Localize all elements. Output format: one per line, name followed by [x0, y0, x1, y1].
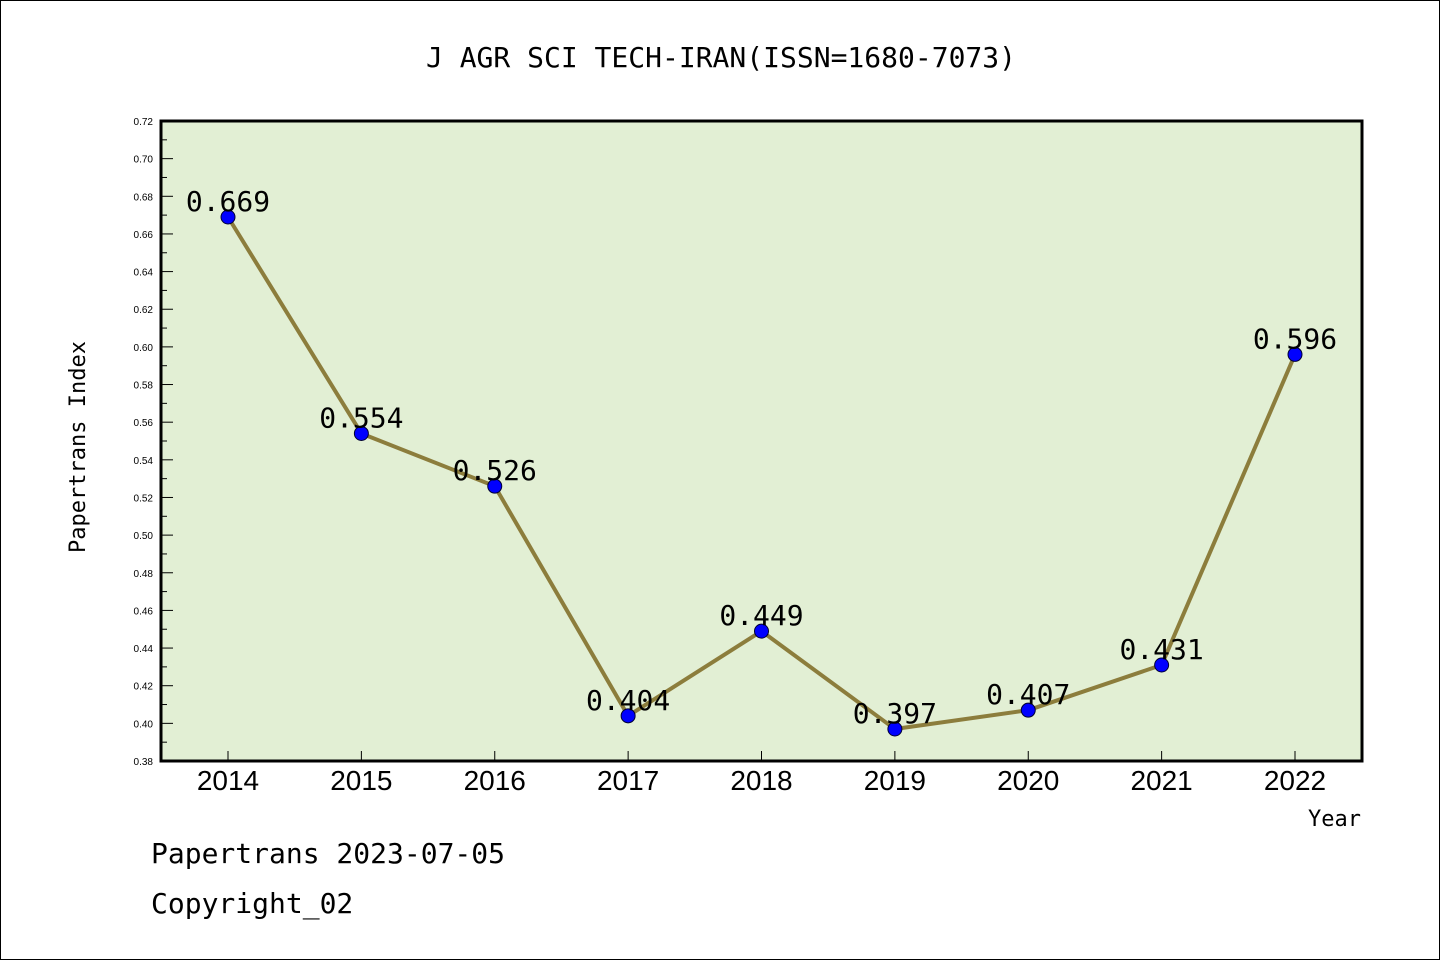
data-point [353, 425, 369, 441]
y-tick-label: 0.60 [134, 343, 154, 354]
data-label: 0.554 [319, 401, 403, 434]
data-point [887, 721, 903, 737]
footer-date: Papertrans 2023-07-05 [151, 837, 506, 870]
y-tick-label: 0.56 [134, 418, 154, 429]
data-point [754, 623, 769, 639]
chart-title: J AGR SCI TECH-IRAN(ISSN=1680-7073) [426, 41, 1016, 74]
series-line-group [220, 209, 1303, 737]
data-label: 0.526 [453, 454, 537, 487]
x-tick-label: 2022 [1264, 765, 1326, 796]
data-label: 0.449 [719, 599, 803, 632]
plot-area [159, 119, 1364, 763]
y-tick-label: 0.38 [134, 757, 154, 768]
x-tick-label: 2018 [730, 765, 792, 796]
data-point [620, 708, 636, 724]
y-tick-label: 0.42 [134, 682, 154, 693]
x-axis: 2014 2015 2016 2017 2018 2019 2020 2021 2022 [197, 751, 1326, 796]
x-tick-label: 2021 [1130, 765, 1192, 796]
y-tick-label: 0.46 [134, 606, 154, 617]
y-tick-label: 0.70 [134, 155, 154, 166]
x-axis-label: Year [1308, 807, 1361, 832]
y-tick-label: 0.44 [134, 644, 154, 655]
y-tick-label: 0.62 [134, 305, 154, 316]
y-tick-label: 0.50 [134, 531, 154, 542]
data-point [487, 478, 503, 494]
y-tick-label: 0.72 [134, 117, 154, 128]
y-tick-label: 0.40 [134, 719, 154, 730]
data-label: 0.669 [186, 185, 270, 218]
y-tick-label: 0.52 [134, 493, 154, 504]
data-point [1287, 346, 1303, 362]
data-point [1154, 657, 1170, 673]
data-label: 0.407 [986, 678, 1070, 711]
y-tick-label: 0.68 [134, 192, 154, 203]
y-tick-label: 0.48 [134, 569, 154, 580]
x-tick-label: 2015 [330, 765, 392, 796]
x-tick-label: 2019 [864, 765, 926, 796]
y-tick-label: 0.64 [134, 268, 154, 279]
data-label-group: 0.669 0.554 0.526 0.404 0.449 0.397 0.407 0.431… [186, 185, 1337, 730]
y-tick-label: 0.58 [134, 381, 154, 392]
data-label: 0.404 [586, 684, 670, 717]
y-axis-label: Papertrans Index [66, 341, 91, 553]
x-tick-label: 2020 [997, 765, 1059, 796]
data-point [1020, 702, 1036, 718]
y-tick-label: 0.66 [134, 230, 154, 241]
x-tick-label: 2017 [597, 765, 659, 796]
x-tick-label: 2014 [197, 765, 259, 796]
y-axis: 0.38 0.40 0.42 0.44 0.46 0.48 0.50 0.52 0.54 0.56… [134, 117, 173, 768]
footer-copyright: Copyright_02 [151, 887, 354, 920]
data-label: 0.397 [853, 697, 937, 730]
data-label: 0.431 [1119, 633, 1203, 666]
data-point [220, 209, 236, 225]
data-label: 0.596 [1253, 322, 1337, 355]
y-tick-label: 0.54 [134, 456, 154, 467]
x-tick-label: 2016 [464, 765, 526, 796]
